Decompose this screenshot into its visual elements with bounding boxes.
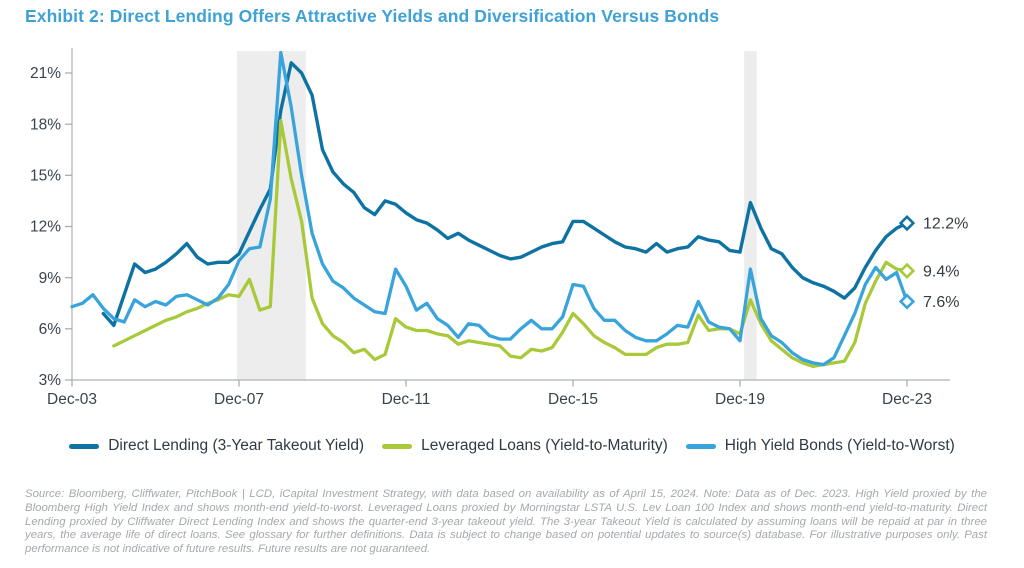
legend-label: High Yield Bonds (Yield-to-Worst) [724, 437, 955, 454]
x-tick-label: Dec-19 [715, 391, 765, 408]
series-line-direct-lending-year-takeout-yield [101, 61, 909, 328]
series-line-leveraged-loans-yield-to-maturity [112, 119, 909, 369]
y-tick-label: 18% [30, 116, 61, 133]
end-marker-diamond-icon [898, 214, 916, 232]
y-tick-label: 15% [30, 168, 61, 185]
recession-band [236, 51, 306, 380]
legend-item-high-yield-bonds-yield-to-worst: High Yield Bonds (Yield-to-Worst) [685, 437, 955, 455]
x-tick-label: Dec-15 [548, 391, 598, 408]
source-note: Source: Bloomberg, Cliffwater, PitchBook… [25, 488, 987, 556]
chart-legend: Direct Lending (3-Year Takeout Yield) Lev… [0, 433, 1024, 459]
legend-swatch-icon [69, 443, 100, 449]
legend-swatch-icon [382, 443, 413, 449]
series-end-value: 7.6% [923, 294, 959, 311]
x-tick-label: Dec-23 [882, 391, 932, 408]
legend-item-leveraged-loans-yield-to-maturity: Leveraged Loans (Yield-to-Maturity) [382, 437, 668, 455]
x-tick-label: Dec-11 [382, 391, 431, 408]
series-end-value: 12.2% [923, 216, 968, 233]
y-tick-label: 3% [39, 372, 62, 389]
legend-item-direct-lending-year-takeout-yield: Direct Lending (3-Year Takeout Yield) [69, 437, 364, 455]
legend-swatch-icon [685, 443, 716, 449]
end-marker-diamond-icon [898, 262, 916, 279]
series-line-high-yield-bonds-yield-to-worst [70, 50, 909, 367]
x-tick-label: Dec-07 [214, 391, 264, 408]
end-marker-diamond-icon [898, 293, 916, 310]
yield-chart: 21% 18% 15% 12% 9% 6% 3% Dec-03 Dec-07 Dec-11 Dec-… [30, 48, 968, 408]
x-tick-label: Dec-03 [47, 391, 97, 408]
y-tick-label: 6% [39, 321, 62, 338]
y-tick-label: 21% [30, 65, 61, 82]
series-end-value: 9.4% [923, 263, 959, 280]
y-tick-label: 12% [30, 219, 61, 236]
y-tick-label: 9% [39, 270, 62, 287]
legend-label: Leveraged Loans (Yield-to-Maturity) [421, 437, 668, 454]
exhibit-title: Exhibit 2: Direct Lending Offers Attract… [25, 6, 720, 26]
legend-label: Direct Lending (3-Year Takeout Yield) [108, 437, 365, 454]
